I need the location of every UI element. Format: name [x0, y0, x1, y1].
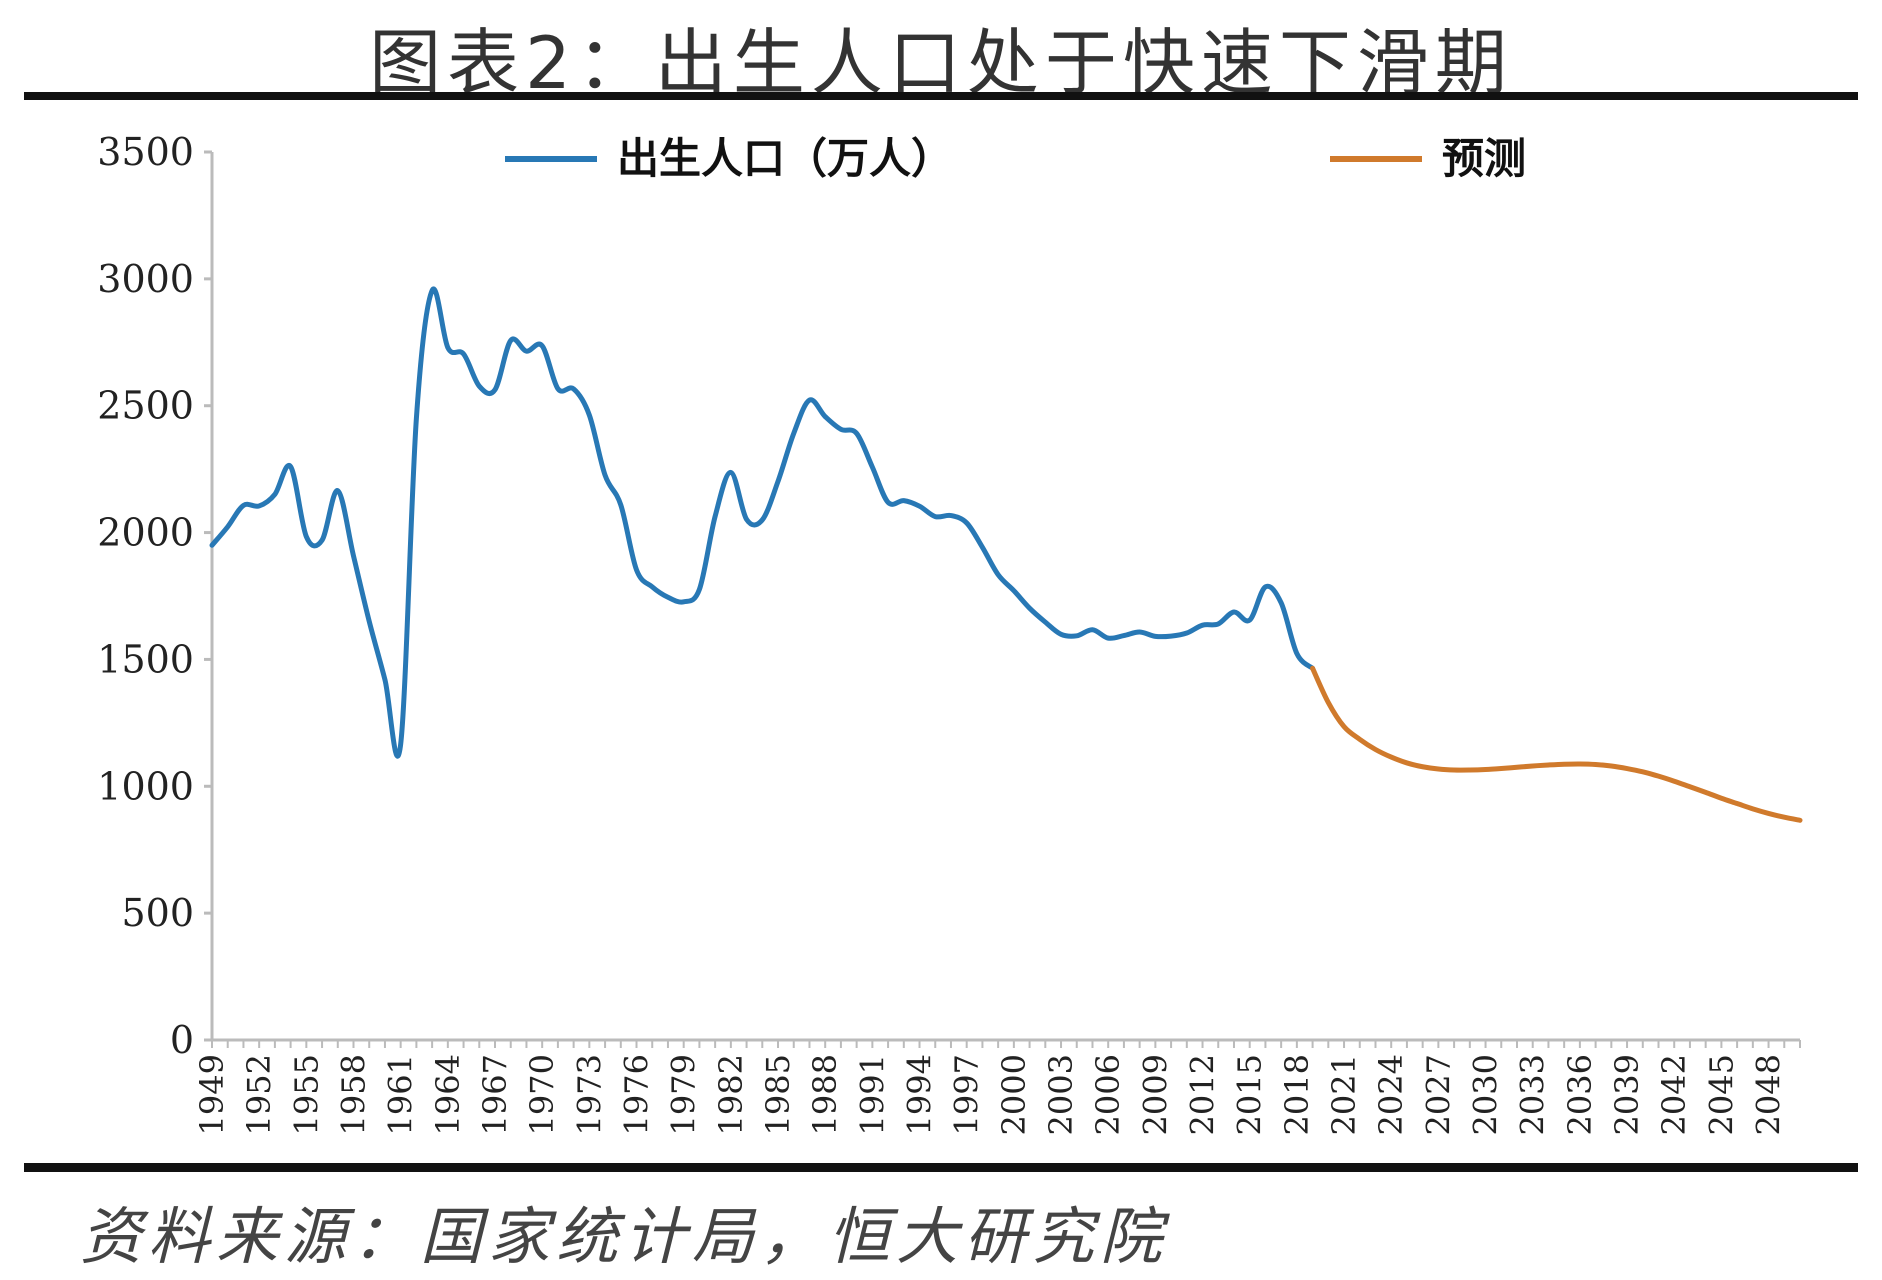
- x-tick-label: 1982: [712, 1054, 750, 1135]
- page-title: 图表2：出生人口处于快速下滑期: [369, 21, 1513, 105]
- x-tick-label: 2048: [1750, 1054, 1788, 1135]
- x-tick-label: 2030: [1467, 1054, 1505, 1135]
- legend-label-1: 出生人口（万人）: [617, 134, 953, 183]
- x-tick-label: 1988: [806, 1054, 844, 1135]
- x-tick-label: 1979: [665, 1054, 703, 1135]
- top-rule: [24, 92, 1858, 100]
- x-tick-label: 2033: [1514, 1054, 1552, 1135]
- x-tick-label: 1955: [287, 1054, 325, 1135]
- birth-population-chart: 0 500 1000 1500 2000 2500 3000 3500 1949 1952 1955…: [97, 130, 1803, 1135]
- x-tick-label: 1991: [853, 1054, 891, 1135]
- y-tick-label: 0: [170, 1018, 194, 1062]
- x-tick-label: 1970: [523, 1054, 561, 1135]
- x-tick-label: 2009: [1136, 1054, 1174, 1135]
- x-tick-label: 2045: [1702, 1054, 1740, 1135]
- x-tick-label: 2024: [1372, 1054, 1410, 1135]
- y-tick-label: 2000: [97, 511, 194, 555]
- y-tick-label: 500: [121, 891, 194, 935]
- x-tick-label: 2003: [1042, 1054, 1080, 1135]
- y-tick-label: 3000: [97, 257, 194, 301]
- source-note: 资料来源：国家统计局，恒大研究院: [80, 1200, 1169, 1273]
- x-tick-label: 1961: [382, 1054, 420, 1135]
- x-tick-label: 2012: [1184, 1054, 1222, 1135]
- x-tick-label: 2042: [1655, 1054, 1693, 1135]
- x-tick-label: 1976: [618, 1054, 656, 1135]
- y-tick-label: 2500: [97, 384, 194, 428]
- x-tick-label: 1958: [335, 1054, 373, 1135]
- series-line-1: [209, 286, 1316, 759]
- x-tick-label: 2039: [1608, 1054, 1646, 1135]
- x-tick-label: 2006: [1089, 1054, 1127, 1135]
- y-tick-label: 1500: [97, 637, 194, 681]
- x-tick-label: 2018: [1278, 1054, 1316, 1135]
- x-tick-label: 1994: [901, 1054, 939, 1135]
- x-tick-label: 1964: [429, 1054, 467, 1135]
- x-tick-label: 1973: [570, 1054, 608, 1135]
- y-tick-label: 3500: [97, 130, 194, 174]
- x-tick-label: 1985: [759, 1054, 797, 1135]
- x-tick-label: 1997: [948, 1054, 986, 1135]
- x-tick-label: 1952: [240, 1054, 278, 1135]
- x-tick-label: 1949: [193, 1054, 231, 1135]
- y-tick-label: 1000: [97, 764, 194, 808]
- x-tick-label: 2015: [1231, 1054, 1269, 1135]
- legend-label-2: 预测: [1442, 134, 1526, 183]
- x-tick-label: 2000: [995, 1054, 1033, 1135]
- x-tick-label: 2036: [1561, 1054, 1599, 1135]
- series-line-2: [1310, 665, 1803, 823]
- x-tick-label: 1967: [476, 1054, 514, 1135]
- bottom-rule: [24, 1163, 1858, 1172]
- x-tick-label: 2027: [1419, 1054, 1457, 1135]
- x-tick-label: 2021: [1325, 1054, 1363, 1135]
